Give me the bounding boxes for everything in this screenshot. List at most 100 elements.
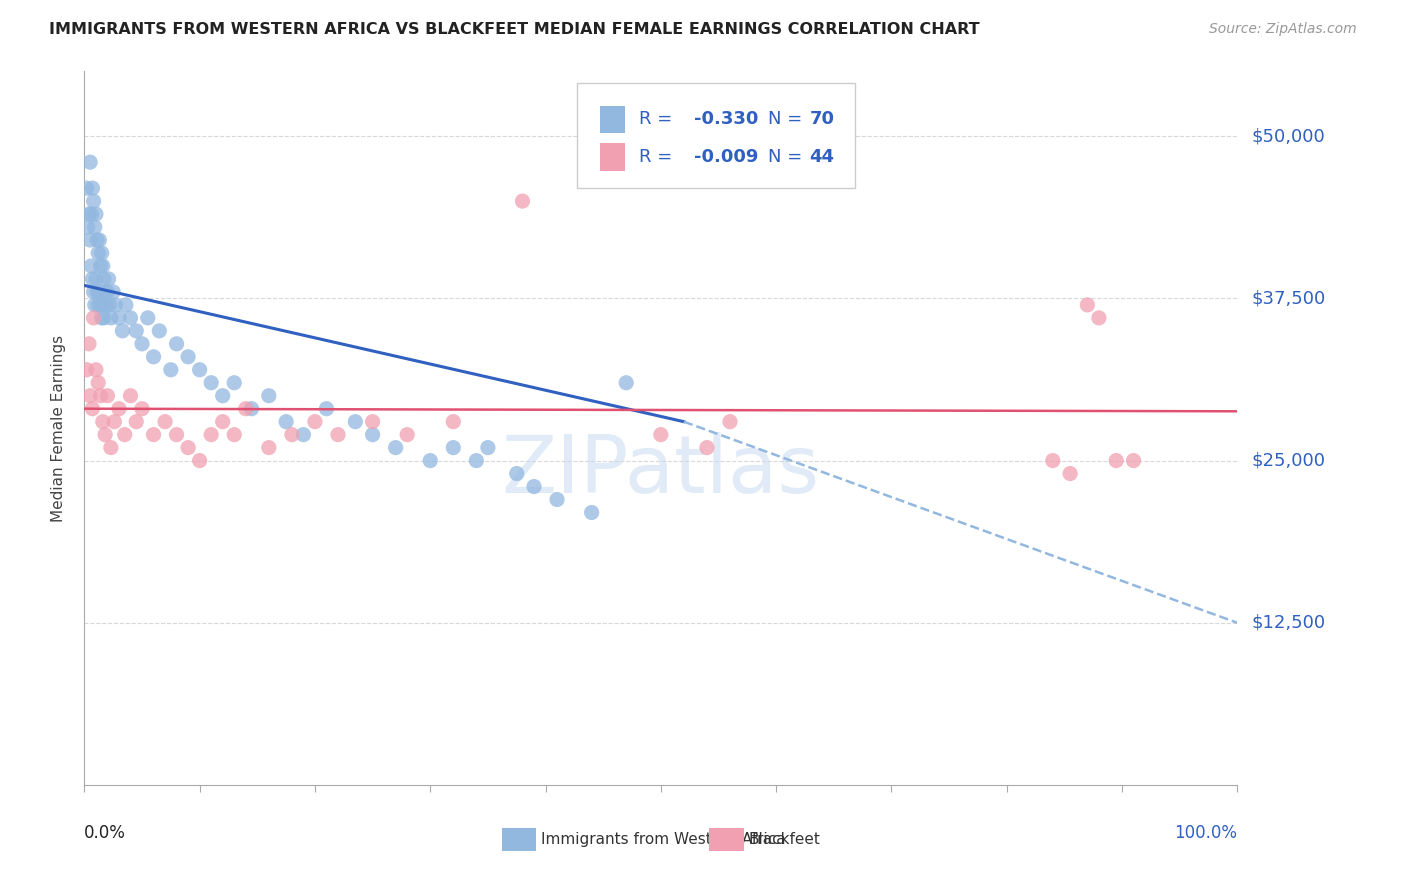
- Text: -0.330: -0.330: [695, 111, 759, 128]
- Point: [89, 233, 111, 247]
- Point: [177, 441, 200, 455]
- Point: [419, 453, 441, 467]
- Point: [1042, 453, 1064, 467]
- Point: [506, 467, 529, 481]
- Point: [91, 298, 114, 312]
- Point: [361, 415, 384, 429]
- Point: [125, 415, 148, 429]
- Point: [82, 181, 104, 195]
- Point: [91, 415, 114, 429]
- Text: R =: R =: [638, 148, 678, 166]
- Text: 44: 44: [810, 148, 835, 166]
- Point: [650, 427, 672, 442]
- Point: [211, 415, 233, 429]
- Point: [257, 389, 280, 403]
- Text: 100.0%: 100.0%: [1174, 824, 1237, 842]
- FancyBboxPatch shape: [600, 144, 626, 170]
- Point: [89, 298, 111, 312]
- FancyBboxPatch shape: [576, 84, 855, 187]
- Point: [224, 376, 246, 390]
- Point: [108, 401, 131, 416]
- Text: N =: N =: [768, 148, 808, 166]
- Point: [100, 310, 122, 325]
- Text: $25,000: $25,000: [1251, 451, 1326, 469]
- Point: [211, 389, 233, 403]
- Point: [1076, 298, 1098, 312]
- Point: [696, 441, 718, 455]
- Point: [142, 427, 165, 442]
- Point: [523, 479, 546, 493]
- Text: ZIPatlas: ZIPatlas: [502, 432, 820, 510]
- Point: [84, 207, 107, 221]
- Point: [120, 389, 142, 403]
- Point: [177, 350, 200, 364]
- Point: [93, 310, 115, 325]
- Point: [281, 427, 304, 442]
- Point: [104, 298, 127, 312]
- Text: Blackfeet: Blackfeet: [748, 832, 820, 847]
- Point: [80, 259, 103, 273]
- Point: [79, 389, 101, 403]
- Point: [200, 427, 222, 442]
- Point: [718, 415, 741, 429]
- Point: [1088, 310, 1111, 325]
- Point: [160, 363, 183, 377]
- Point: [136, 310, 159, 325]
- Point: [94, 285, 117, 299]
- Point: [93, 272, 115, 286]
- Point: [103, 415, 125, 429]
- Point: [90, 246, 112, 260]
- Point: [344, 415, 367, 429]
- FancyBboxPatch shape: [709, 829, 744, 851]
- Point: [142, 350, 165, 364]
- Point: [83, 298, 105, 312]
- Text: Immigrants from Western Africa: Immigrants from Western Africa: [541, 832, 786, 847]
- Text: $12,500: $12,500: [1251, 614, 1326, 632]
- Point: [1059, 467, 1081, 481]
- Point: [304, 415, 326, 429]
- Y-axis label: Median Female Earnings: Median Female Earnings: [51, 334, 66, 522]
- Point: [86, 285, 108, 299]
- Point: [200, 376, 222, 390]
- Point: [94, 427, 117, 442]
- Point: [87, 246, 110, 260]
- Point: [89, 259, 111, 273]
- Point: [465, 453, 488, 467]
- Point: [83, 285, 105, 299]
- Point: [82, 272, 104, 286]
- Point: [89, 389, 111, 403]
- Point: [276, 415, 298, 429]
- Point: [84, 272, 107, 286]
- Point: [77, 336, 100, 351]
- Point: [1122, 453, 1144, 467]
- Point: [125, 324, 148, 338]
- Point: [111, 324, 134, 338]
- FancyBboxPatch shape: [600, 105, 626, 133]
- Point: [441, 415, 464, 429]
- Point: [384, 441, 406, 455]
- Point: [108, 310, 131, 325]
- Point: [166, 427, 188, 442]
- Point: [512, 194, 534, 208]
- Point: [87, 376, 110, 390]
- Text: Source: ZipAtlas.com: Source: ZipAtlas.com: [1209, 22, 1357, 37]
- Point: [361, 427, 384, 442]
- Point: [91, 259, 114, 273]
- Point: [103, 285, 124, 299]
- Point: [97, 272, 120, 286]
- Point: [546, 492, 568, 507]
- Point: [477, 441, 499, 455]
- Point: [77, 207, 100, 221]
- Point: [83, 310, 105, 325]
- Point: [292, 427, 315, 442]
- Point: [441, 441, 464, 455]
- Point: [188, 453, 211, 467]
- Point: [326, 427, 349, 442]
- Point: [115, 298, 138, 312]
- Text: $37,500: $37,500: [1251, 289, 1326, 308]
- Point: [76, 181, 98, 195]
- Point: [98, 298, 121, 312]
- Point: [1105, 453, 1128, 467]
- Point: [96, 389, 118, 403]
- Point: [315, 401, 337, 416]
